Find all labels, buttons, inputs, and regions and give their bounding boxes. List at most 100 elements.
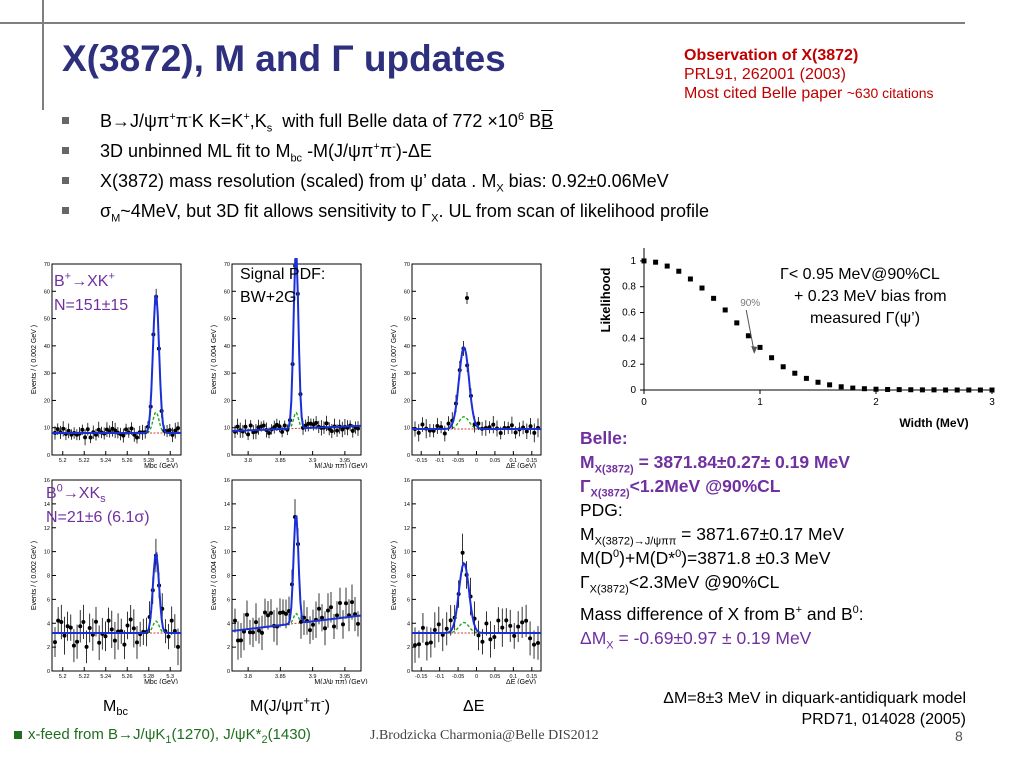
data-point [476, 633, 481, 638]
bullet-list: B→J/ψπ+π-K K=K+,Ks with full Belle data … [62, 106, 892, 226]
x-tick-label: 3.95 [340, 458, 351, 464]
likelihood-point [676, 268, 682, 274]
data-point [251, 630, 255, 635]
y-tick-label: 2 [407, 645, 410, 651]
likelihood-point [653, 259, 659, 265]
pdg-heading: PDG: [580, 500, 623, 520]
data-point [266, 613, 270, 618]
bullet-item: X(3872) mass resolution (scaled) from ψ’… [62, 166, 892, 196]
y-tick-label: 30 [44, 371, 50, 377]
data-point [109, 627, 114, 632]
y-tick-label: 0.6 [622, 308, 636, 319]
x-tick-label: -0.05 [452, 458, 465, 464]
data-point [106, 618, 111, 623]
y-tick-label: 0 [407, 669, 410, 675]
x-tick-label: 0.15 [526, 674, 537, 680]
data-point [329, 429, 334, 434]
data-point [246, 432, 251, 437]
data-point [350, 600, 354, 605]
pdg-mass: MX(3872)→J/ψππ = 3871.67±0.17 MeV [580, 524, 845, 548]
y-tick-label: 4 [47, 621, 50, 627]
total-fit-curve [52, 551, 181, 634]
data-point [335, 428, 340, 433]
signal-pdf-label: Signal PDF: [240, 266, 326, 283]
total-fit-curve [231, 515, 362, 632]
data-point [356, 426, 360, 431]
data-point [516, 624, 521, 629]
y-tick-label: 60 [404, 289, 410, 295]
data-point [338, 601, 342, 606]
data-point [332, 624, 336, 629]
data-point [176, 426, 180, 431]
plot-frame [51, 263, 182, 456]
y-tick-label: 40 [44, 344, 50, 350]
data-point [173, 428, 178, 433]
data-point [416, 430, 421, 435]
x-axis-label: Width (MeV) [899, 416, 968, 430]
x-tick-label: 0 [475, 458, 478, 464]
y-tick-label: 20 [44, 398, 50, 404]
data-point [269, 611, 273, 616]
data-point [172, 628, 177, 633]
data-point [323, 626, 327, 631]
likelihood-point [734, 320, 740, 326]
y-tick-label: 20 [404, 398, 410, 404]
y-tick-label: 2 [47, 645, 50, 651]
data-point [131, 626, 136, 631]
x-tick-label: 3.8 [244, 674, 252, 680]
x-tick-label: -0.15 [415, 674, 428, 680]
results-block: Belle: MX(3872) = 3871.84±0.27± 0.19 MeV… [580, 426, 864, 651]
y-tick-label: 50 [224, 317, 230, 323]
bplus-label: B+→XK+ [54, 270, 115, 290]
data-point [416, 642, 421, 647]
x-tick-label: 1 [757, 397, 763, 408]
x-tick-label: 5.24 [100, 674, 111, 680]
y-tick-label: 6 [227, 597, 230, 603]
data-point [282, 423, 287, 428]
data-point [413, 643, 417, 648]
plot-frame [231, 479, 362, 672]
y-tick-label: 12 [44, 526, 50, 532]
observation-cited: Most cited Belle paper ~630 citations [684, 85, 934, 102]
y-tick-label: 1 [630, 256, 636, 267]
data-point [344, 601, 348, 606]
data-point [65, 624, 70, 629]
y-tick-label: 0 [227, 669, 230, 675]
data-point [261, 423, 266, 428]
data-point [311, 622, 315, 627]
y-tick-label: 10 [404, 426, 410, 432]
data-point [448, 618, 453, 623]
likelihood-point [838, 384, 844, 390]
x-tick-label: 0 [475, 674, 478, 680]
data-point [480, 639, 485, 644]
x-tick-label: 5.2 [59, 674, 67, 680]
diquark-note: ΔM=8±3 MeV in diquark-antidiquark model … [663, 690, 966, 728]
y-tick-label: 30 [224, 371, 230, 377]
likelihood-point [745, 333, 751, 339]
likelihood-chart: 0 0.2 0.4 0.6 0.8 1 0 1 2 3 Likelihood Width (MeV) 9… [594, 240, 1004, 435]
data-point [167, 428, 172, 433]
likelihood-point [792, 370, 798, 376]
x-tick-label: 5.3 [166, 458, 174, 464]
data-point [278, 610, 282, 615]
data-point [281, 610, 285, 615]
bzero-label: B0→XKs [46, 482, 106, 506]
x-tick-label: 0.1 [510, 674, 518, 680]
bullet-item: σM~4MeV, but 3D fit allows sensitivity t… [62, 196, 892, 226]
data-point [520, 620, 525, 625]
likelihood-point [641, 258, 647, 264]
data-point [356, 621, 360, 626]
y-tick-label: 6 [407, 597, 410, 603]
bullet-marker-icon [62, 117, 69, 124]
data-point [68, 625, 73, 630]
data-point [122, 642, 127, 647]
data-point [324, 421, 329, 426]
data-point [267, 430, 272, 435]
likelihood-point [664, 263, 670, 269]
y-axis-label: Likelihood [598, 267, 613, 332]
data-point [509, 423, 514, 428]
x-tick-label: -0.1 [435, 674, 444, 680]
x-tick-label: 5.28 [143, 458, 154, 464]
y-tick-label: 12 [224, 526, 230, 532]
x-tick-label: 5.3 [166, 674, 174, 680]
